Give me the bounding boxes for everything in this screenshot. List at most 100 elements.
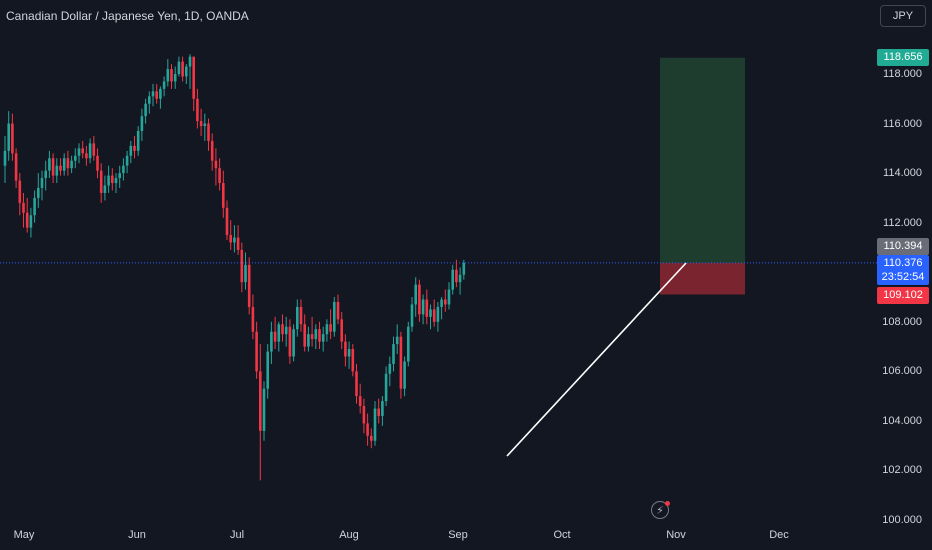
candle-body — [81, 148, 84, 154]
time-tick-label: Nov — [666, 529, 686, 541]
candle-body — [203, 123, 207, 127]
candle-body — [151, 91, 155, 97]
candle-body — [370, 435, 373, 441]
candle-body — [236, 237, 240, 250]
candle-body — [407, 326, 410, 362]
time-tick-label: Sep — [448, 529, 468, 541]
candle-body — [129, 145, 133, 156]
candle-body — [440, 299, 443, 307]
candle-body — [247, 264, 251, 307]
candle-body — [233, 237, 236, 243]
candle-body — [373, 408, 377, 441]
candle-body — [133, 145, 136, 151]
candle-body — [51, 158, 55, 176]
candle-body — [111, 175, 114, 184]
candle-body — [103, 185, 107, 193]
candle-body — [351, 349, 355, 372]
currency-button[interactable]: JPY — [880, 5, 926, 27]
previous-close-tag: 110.394 — [877, 238, 929, 255]
candle-body — [281, 324, 284, 335]
candle-body — [358, 396, 362, 407]
candle-body — [333, 301, 336, 332]
candle-body — [140, 116, 144, 131]
candle-body — [377, 408, 380, 416]
candle-body — [362, 406, 366, 424]
candle-body — [399, 336, 403, 389]
candle-body — [114, 178, 118, 184]
candle-body — [199, 121, 203, 127]
candle-body — [155, 91, 158, 99]
price-tick-label: 100.000 — [882, 514, 922, 527]
candle-body — [44, 170, 47, 179]
candle-body — [451, 269, 454, 290]
candle-body — [458, 274, 462, 283]
time-tick-label: Jul — [229, 529, 245, 541]
candle-body — [388, 363, 392, 374]
candle-body — [384, 373, 388, 402]
candle-body — [185, 66, 188, 77]
candle-body — [7, 123, 10, 151]
countdown-value: 23:52:54 — [881, 271, 925, 283]
time-tick-label: Dec — [769, 529, 789, 541]
candle-body — [418, 284, 421, 315]
candle-body — [22, 202, 25, 213]
candle-body — [18, 180, 22, 203]
candle-body — [321, 334, 325, 342]
candle-body — [296, 306, 299, 330]
candle-body — [240, 249, 244, 283]
candle-body — [173, 74, 177, 82]
stop-zone — [660, 262, 745, 295]
candle-body — [70, 160, 73, 169]
candle-body — [166, 69, 170, 82]
candle-body — [299, 306, 303, 325]
candle-body — [177, 61, 181, 74]
candle-body — [188, 56, 192, 67]
candle-body — [318, 329, 321, 342]
candle-body — [325, 324, 329, 335]
candle-body — [74, 155, 77, 161]
price-tick-label: 112.000 — [883, 216, 922, 229]
target-zone — [660, 57, 745, 263]
price-tick-label: 116.000 — [883, 117, 922, 130]
candle-body — [432, 309, 436, 322]
candle-body — [210, 140, 214, 161]
candle-body — [107, 175, 110, 186]
candle-body — [355, 371, 358, 397]
candle-body — [462, 262, 466, 275]
candle-body — [218, 168, 221, 184]
stop-price-tag: 109.102 — [877, 287, 929, 304]
candle-body — [144, 103, 147, 117]
candle-body — [429, 309, 432, 317]
candle-body — [222, 183, 225, 208]
candle-body — [92, 143, 96, 156]
candle-body — [181, 61, 184, 77]
candle-body — [310, 334, 314, 340]
candle-body — [366, 423, 369, 436]
price-tick-label: 104.000 — [882, 414, 922, 427]
time-tick-label: Jun — [128, 529, 146, 541]
candle-body — [214, 160, 218, 169]
candle-body — [270, 331, 273, 352]
candle-body — [292, 329, 295, 357]
last-price-value: 110.376 — [883, 257, 923, 269]
candle-body — [192, 56, 195, 99]
candle-body — [37, 187, 40, 198]
lightning-icon[interactable]: ⚡ — [651, 501, 669, 519]
candle-body — [25, 212, 29, 228]
candle-body — [118, 173, 121, 179]
candle-body — [392, 344, 395, 364]
candle-body — [88, 143, 92, 159]
price-tick-label: 108.000 — [882, 315, 922, 328]
candle-body — [122, 165, 125, 174]
trendline — [506, 262, 687, 457]
candle-body — [3, 150, 7, 166]
candle-body — [273, 331, 277, 342]
candle-body — [85, 153, 88, 159]
candle-body — [59, 165, 62, 171]
candle-body — [266, 351, 269, 389]
candle-body — [148, 96, 151, 104]
candle-body — [307, 334, 310, 347]
candle-body — [162, 81, 166, 89]
candle-body — [207, 123, 210, 141]
